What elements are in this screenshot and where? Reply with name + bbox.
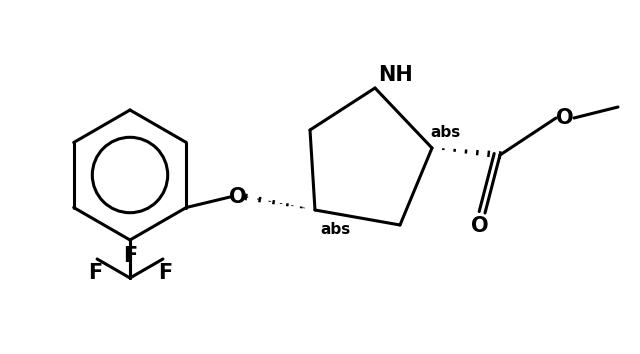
Text: F: F <box>158 263 172 283</box>
Text: NH: NH <box>378 65 413 85</box>
Text: F: F <box>88 263 102 283</box>
Text: F: F <box>123 246 137 266</box>
Text: O: O <box>229 187 247 207</box>
Text: O: O <box>556 108 574 128</box>
Text: abs: abs <box>430 125 460 140</box>
Text: abs: abs <box>320 222 350 237</box>
Text: O: O <box>471 216 489 236</box>
